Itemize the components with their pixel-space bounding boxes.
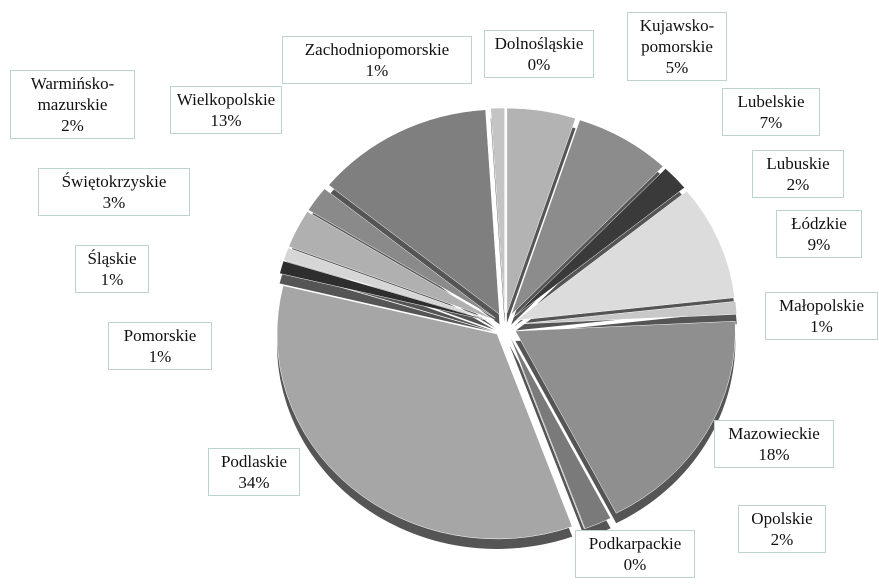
label-value: 2% bbox=[770, 530, 794, 549]
slice bbox=[307, 188, 496, 319]
label-name: Dolnośląskie bbox=[494, 34, 584, 53]
data-label: Opolskie 2% bbox=[738, 505, 826, 553]
label-name: Lubelskie bbox=[737, 92, 805, 111]
slice bbox=[510, 119, 664, 315]
data-label: Lubuskie 2% bbox=[752, 150, 844, 198]
label-value: 1% bbox=[100, 270, 124, 289]
data-label: Mazowieckie 18% bbox=[714, 420, 834, 468]
label-name: Podlaskie bbox=[220, 452, 288, 471]
data-label: Pomorskie 1% bbox=[108, 322, 212, 370]
slice bbox=[515, 190, 735, 321]
label-name: Opolskie bbox=[751, 509, 813, 528]
slice bbox=[279, 260, 494, 323]
label-value: 1% bbox=[148, 347, 172, 366]
slice bbox=[516, 301, 737, 325]
slice bbox=[328, 109, 500, 315]
label-name: Pomorskie bbox=[123, 326, 197, 345]
label-name: Łódzkie bbox=[791, 214, 847, 233]
data-label: Wielkopolskie 13% bbox=[170, 86, 282, 134]
slice-side bbox=[279, 270, 494, 332]
slice bbox=[283, 247, 494, 322]
label-name: Świętokrzyskie bbox=[61, 172, 167, 191]
data-label: Dolnośląskie 0% bbox=[484, 30, 594, 78]
slice bbox=[506, 107, 576, 314]
label-value: 18% bbox=[758, 445, 790, 464]
label-value: 13% bbox=[210, 111, 242, 130]
label-name: Małopolskie bbox=[779, 296, 864, 315]
label-value: 9% bbox=[807, 235, 831, 254]
slice bbox=[288, 211, 495, 320]
data-label: Podlaskie 34% bbox=[208, 448, 300, 496]
slice bbox=[508, 336, 585, 530]
slice bbox=[490, 107, 505, 314]
data-label: Zachodniopomorskie 1% bbox=[282, 36, 472, 84]
label-name: Kujawsko-pomorskie bbox=[639, 16, 715, 56]
label-name: Mazowieckie bbox=[728, 424, 820, 443]
label-value: 5% bbox=[665, 58, 689, 77]
label-value: 7% bbox=[759, 113, 783, 132]
label-value: 1% bbox=[365, 61, 389, 80]
slice bbox=[513, 168, 685, 318]
data-label: Świętokrzyskie 3% bbox=[38, 168, 190, 216]
label-name: Zachodniopomorskie bbox=[304, 40, 450, 59]
data-label: Podkarpackie 0% bbox=[575, 530, 695, 578]
data-label: Lubelskie 7% bbox=[722, 88, 820, 136]
label-name: Wielkopolskie bbox=[176, 90, 276, 109]
label-name: Podkarpackie bbox=[588, 534, 682, 553]
label-name: Lubuskie bbox=[766, 154, 830, 173]
label-value: 0% bbox=[527, 55, 551, 74]
label-value: 3% bbox=[102, 193, 126, 212]
label-name: Warmińsko-mazurskie bbox=[30, 74, 115, 114]
data-label: Kujawsko-pomorskie 5% bbox=[627, 12, 727, 81]
data-label: Łódzkie 9% bbox=[776, 210, 862, 258]
label-value: 34% bbox=[238, 473, 270, 492]
label-value: 2% bbox=[786, 175, 810, 194]
label-value: 0% bbox=[623, 555, 647, 574]
data-label: Warmińsko-mazurskie 2% bbox=[10, 70, 135, 139]
slice bbox=[514, 320, 736, 514]
slice bbox=[276, 285, 573, 540]
label-value: 1% bbox=[810, 317, 833, 336]
label-value: 2% bbox=[61, 116, 84, 135]
data-label: Śląskie 1% bbox=[75, 245, 149, 293]
slice bbox=[509, 335, 611, 529]
label-name: Śląskie bbox=[87, 249, 137, 268]
data-label: Małopolskie 1% bbox=[765, 292, 878, 340]
